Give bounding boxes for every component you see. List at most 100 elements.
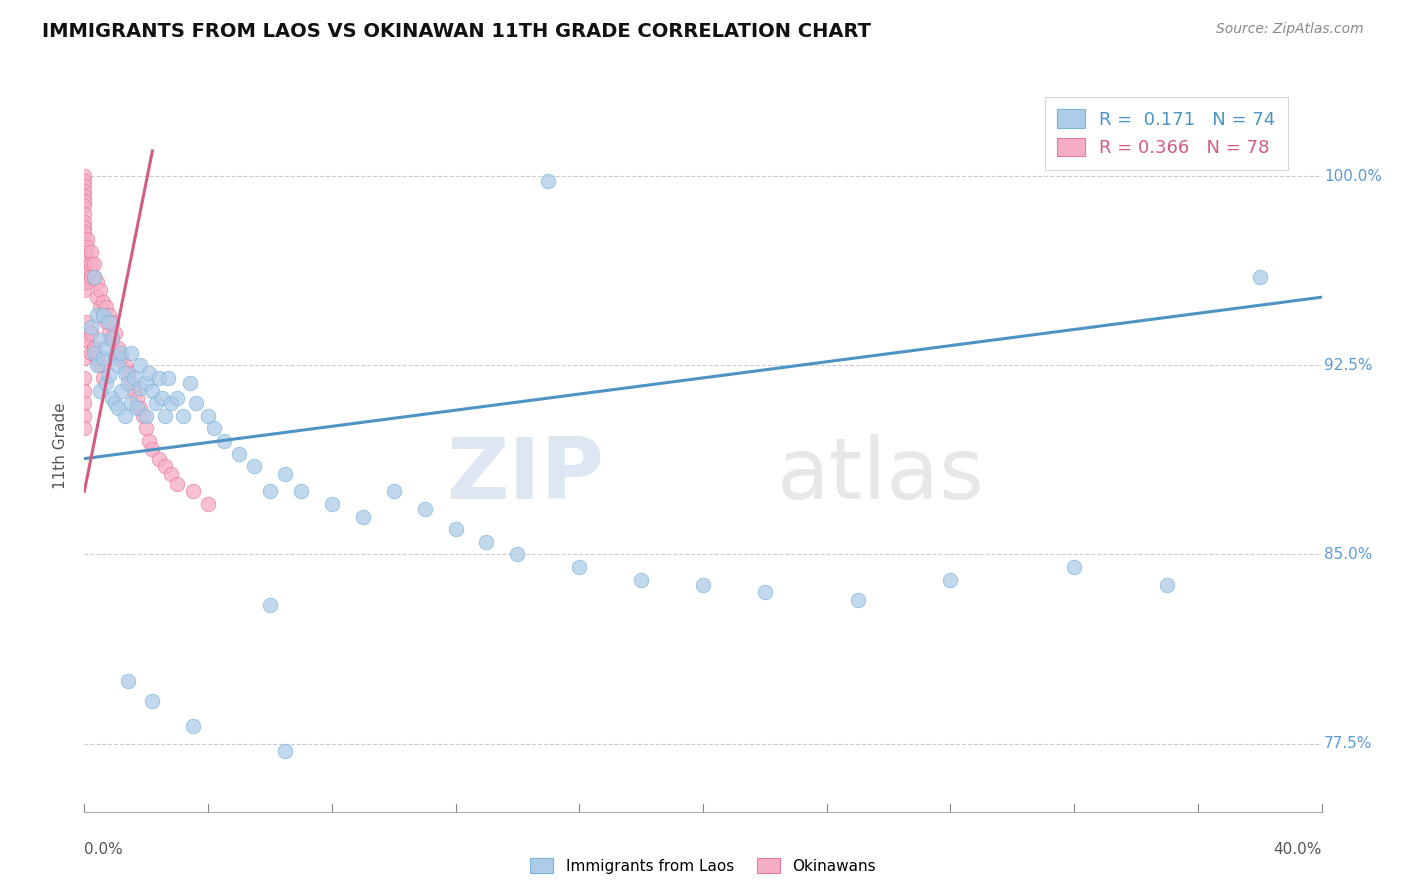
Point bbox=[73, 396, 96, 410]
Point bbox=[73, 333, 96, 347]
Point bbox=[83, 270, 105, 285]
Point bbox=[98, 368, 121, 383]
Point bbox=[86, 275, 108, 289]
Text: 77.5%: 77.5% bbox=[1324, 736, 1372, 751]
Y-axis label: 11th Grade: 11th Grade bbox=[52, 402, 67, 490]
Point bbox=[138, 434, 160, 448]
Point bbox=[939, 573, 962, 587]
Point bbox=[91, 371, 114, 385]
Point bbox=[274, 744, 297, 758]
Point bbox=[141, 384, 163, 398]
Point bbox=[156, 371, 179, 385]
Point bbox=[86, 351, 108, 365]
Point bbox=[76, 333, 98, 347]
Text: ZIP: ZIP bbox=[446, 434, 605, 516]
Point bbox=[110, 345, 132, 359]
Point bbox=[91, 310, 114, 325]
Legend: R =  0.171   N = 74, R = 0.366   N = 78: R = 0.171 N = 74, R = 0.366 N = 78 bbox=[1045, 96, 1288, 169]
Text: 0.0%: 0.0% bbox=[84, 842, 124, 857]
Point bbox=[73, 409, 96, 423]
Point bbox=[73, 265, 96, 279]
Text: 40.0%: 40.0% bbox=[1274, 842, 1322, 857]
Point bbox=[274, 467, 297, 481]
Point bbox=[83, 345, 105, 359]
Point bbox=[98, 315, 121, 329]
Point bbox=[101, 333, 124, 347]
Point bbox=[91, 308, 114, 322]
Point bbox=[117, 366, 139, 380]
Point bbox=[89, 384, 111, 398]
Point bbox=[122, 371, 145, 385]
Point bbox=[141, 694, 163, 708]
Point bbox=[107, 341, 129, 355]
Point bbox=[107, 401, 129, 416]
Point bbox=[475, 534, 498, 549]
Point bbox=[94, 315, 117, 329]
Point bbox=[692, 578, 714, 592]
Point bbox=[89, 283, 111, 297]
Point bbox=[148, 371, 170, 385]
Point bbox=[73, 174, 96, 188]
Text: atlas: atlas bbox=[778, 434, 986, 516]
Point bbox=[1249, 270, 1271, 285]
Point bbox=[122, 384, 145, 398]
Point bbox=[73, 189, 96, 203]
Point bbox=[145, 396, 167, 410]
Point bbox=[160, 467, 183, 481]
Point bbox=[101, 315, 124, 329]
Point bbox=[98, 326, 121, 340]
Legend: Immigrants from Laos, Okinawans: Immigrants from Laos, Okinawans bbox=[524, 852, 882, 880]
Point bbox=[83, 270, 105, 285]
Point bbox=[101, 330, 124, 344]
Point bbox=[76, 265, 98, 279]
Point bbox=[79, 257, 101, 271]
Point bbox=[79, 326, 101, 340]
Point bbox=[202, 421, 225, 435]
Point bbox=[73, 421, 96, 435]
Point bbox=[76, 250, 98, 264]
Point bbox=[73, 225, 96, 239]
Point bbox=[117, 673, 139, 688]
Text: 85.0%: 85.0% bbox=[1324, 547, 1372, 562]
Point bbox=[73, 219, 96, 234]
Point bbox=[73, 270, 96, 285]
Point bbox=[89, 300, 111, 314]
Point bbox=[172, 409, 194, 423]
Point bbox=[150, 391, 173, 405]
Point bbox=[101, 391, 124, 405]
Point bbox=[73, 207, 96, 221]
Point bbox=[73, 244, 96, 259]
Point bbox=[73, 179, 96, 194]
Point bbox=[132, 409, 155, 423]
Point bbox=[153, 459, 176, 474]
Point bbox=[94, 300, 117, 314]
Point bbox=[197, 497, 219, 511]
Point bbox=[110, 351, 132, 365]
Point bbox=[179, 376, 201, 390]
Point bbox=[125, 391, 148, 405]
Point bbox=[73, 275, 96, 289]
Point bbox=[444, 522, 467, 536]
Point bbox=[166, 391, 188, 405]
Text: 100.0%: 100.0% bbox=[1324, 169, 1382, 184]
Point bbox=[352, 509, 374, 524]
Point bbox=[630, 573, 652, 587]
Point bbox=[76, 257, 98, 271]
Point bbox=[86, 290, 108, 304]
Point bbox=[160, 396, 183, 410]
Point bbox=[135, 421, 157, 435]
Point bbox=[104, 351, 127, 365]
Point bbox=[73, 232, 96, 246]
Point bbox=[76, 240, 98, 254]
Point bbox=[413, 502, 436, 516]
Point bbox=[86, 308, 108, 322]
Point bbox=[290, 484, 312, 499]
Point bbox=[506, 548, 529, 562]
Point bbox=[153, 409, 176, 423]
Point bbox=[228, 446, 250, 460]
Point bbox=[73, 214, 96, 228]
Point bbox=[846, 592, 869, 607]
Point bbox=[754, 585, 776, 599]
Point bbox=[83, 341, 105, 355]
Point bbox=[138, 366, 160, 380]
